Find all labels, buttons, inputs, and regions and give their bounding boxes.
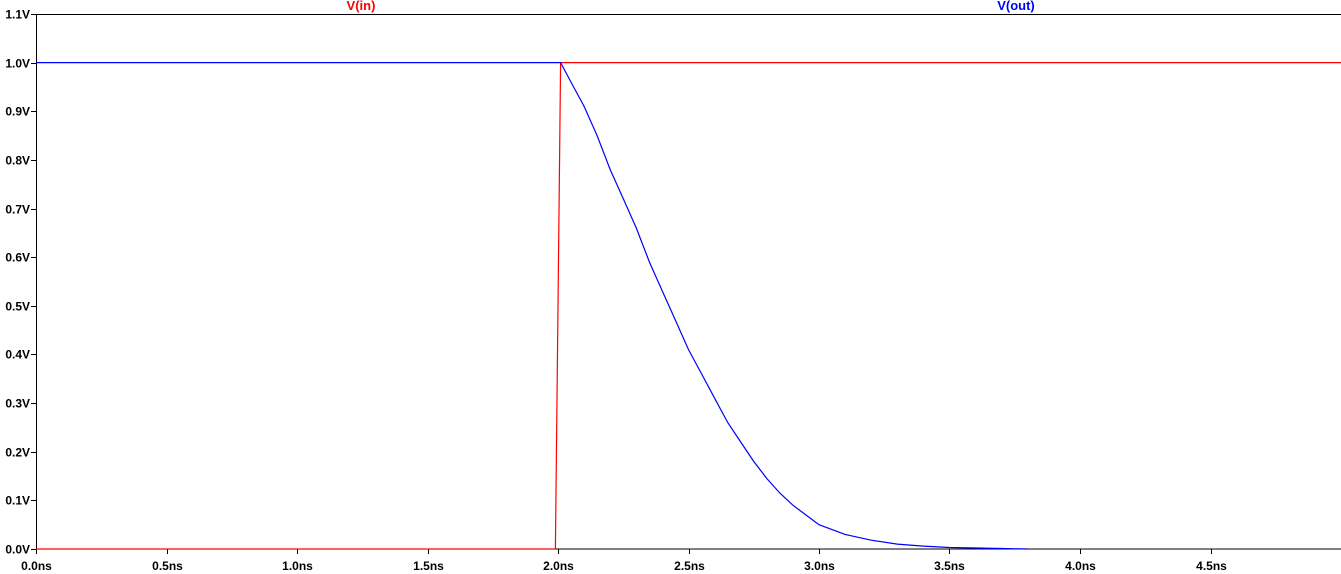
y-tick-label: 0.2V bbox=[5, 446, 30, 460]
x-tick-label: 2.0ns bbox=[543, 559, 574, 573]
series-line-0 bbox=[36, 61, 1341, 550]
x-tick-label: 2.5ns bbox=[674, 559, 705, 573]
x-tick-label: 0.0ns bbox=[21, 559, 52, 573]
y-tick-label: 0.7V bbox=[5, 203, 30, 217]
x-tick-label: 1.0ns bbox=[282, 559, 313, 573]
y-tick-label: 0.4V bbox=[5, 348, 30, 362]
y-tick-label: 0.0V bbox=[5, 543, 30, 557]
x-tick-label: 4.0ns bbox=[1065, 559, 1096, 573]
x-tick-label: 1.5ns bbox=[413, 559, 444, 573]
y-axis-ticks: 0.0V 0.1V 0.2V 0.3V 0.4V 0.5V 0.6V 0.7V 0.8V 0.9V… bbox=[5, 8, 36, 557]
legend-entry-1: V(out) bbox=[997, 0, 1035, 13]
x-tick-label: 4.5ns bbox=[1196, 559, 1227, 573]
y-tick-label: 0.3V bbox=[5, 397, 30, 411]
x-tick-label: 3.5ns bbox=[934, 559, 965, 573]
series-line-1 bbox=[36, 61, 1028, 550]
y-tick-label: 0.1V bbox=[5, 494, 30, 508]
x-tick-label: 3.0ns bbox=[804, 559, 835, 573]
legend-entry-0: V(in) bbox=[347, 0, 376, 13]
x-tick-label: 0.5ns bbox=[152, 559, 183, 573]
y-tick-label: 0.6V bbox=[5, 251, 30, 265]
y-tick-label: 1.1V bbox=[5, 8, 30, 22]
plot-frame bbox=[36, 14, 1341, 550]
x-axis-ticks: 0.0ns 0.5ns 1.0ns 1.5ns 2.0ns 2.5ns 3.0ns 3.5ns… bbox=[21, 549, 1227, 573]
y-tick-label: 0.9V bbox=[5, 105, 30, 119]
legend: V(in) V(out) bbox=[347, 0, 1035, 13]
y-tick-label: 1.0V bbox=[5, 57, 30, 71]
y-tick-label: 0.5V bbox=[5, 300, 30, 314]
y-tick-label: 0.8V bbox=[5, 154, 30, 168]
series-layer bbox=[36, 61, 1341, 550]
